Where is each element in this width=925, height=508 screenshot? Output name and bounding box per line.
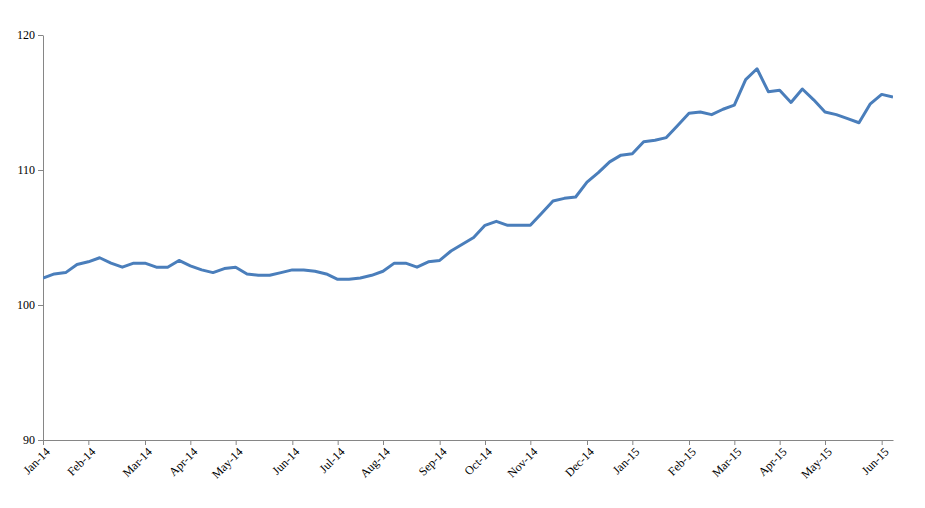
y-tick-mark [38,305,43,306]
plot: 90 100 110 120 Jan-14 Feb-14 Mar-14 Apr-14 May-1… [17,28,894,481]
x-tick-mark [485,440,486,445]
x-tick: Jan-15 [610,440,643,477]
x-tick-mark [825,440,826,445]
x-tick-label: Jun-14 [269,445,302,478]
x-tick-mark [43,440,44,445]
chart: 90 100 110 120 Jan-14 Feb-14 Mar-14 Apr-14 May-1… [0,0,925,508]
series-line [43,69,893,280]
x-tick-mark [145,440,146,445]
x-tick: Jul-14 [317,440,348,476]
x-tick-label: Apr-14 [166,445,200,479]
x-tick: Jun-14 [269,440,302,478]
x-tick-label: Feb-15 [665,445,699,479]
y-tick: 100 [17,298,43,312]
x-tick-mark [689,440,690,445]
x-tick: May-15 [798,440,835,481]
x-tick-mark [292,440,293,445]
y-tick-label: 120 [17,28,35,42]
x-axis-line [44,440,894,441]
x-tick-label: Dec-14 [562,445,597,480]
x-tick-label: Feb-14 [64,445,98,479]
x-tick: Apr-14 [166,440,200,479]
x-tick-mark [88,440,89,445]
x-tick-mark [632,440,633,445]
x-tick: Jan-14 [20,440,53,477]
x-tick: Sep-14 [416,440,450,479]
y-tick-label: 100 [17,298,35,312]
x-tick: Feb-15 [665,440,699,479]
x-tick-label: Mar-15 [709,445,744,480]
x-tick: Apr-15 [755,440,789,479]
x-tick: Dec-14 [562,440,597,480]
x-tick-mark [587,440,588,445]
x-tick-mark [190,440,191,445]
y-tick-mark [38,440,43,441]
y-tick-label: 110 [17,163,35,177]
x-axis: Jan-14 Feb-14 Mar-14 Apr-14 May-14 Jun-14 Jul-… [20,440,893,481]
x-tick-label: Jan-14 [20,445,53,478]
x-tick: Mar-15 [709,440,744,480]
series [43,69,893,280]
y-axis: 90 100 110 120 [17,28,44,447]
x-tick-mark [734,440,735,445]
x-tick-label: May-15 [798,445,835,482]
x-tick-mark [530,440,531,445]
x-tick-mark [780,440,781,445]
y-tick-mark [38,170,43,171]
x-tick-label: Mar-14 [120,445,155,480]
x-tick-mark [440,440,441,445]
y-tick: 120 [17,28,43,42]
x-tick-label: Oct-14 [462,445,495,478]
x-tick-mark [383,440,384,445]
x-tick-label: Jan-15 [610,445,643,478]
x-tick: Mar-14 [120,440,155,480]
x-tick-mark [882,440,883,445]
x-tick-label: Nov-14 [504,445,540,481]
x-tick-label: Sep-14 [416,445,450,479]
x-tick-label: Aug-14 [357,445,393,481]
x-tick: Aug-14 [357,440,393,480]
y-tick-label: 90 [23,433,35,447]
x-tick: Nov-14 [504,440,540,480]
y-tick: 90 [23,433,43,447]
y-tick-mark [38,35,43,36]
y-tick: 110 [17,163,43,177]
x-tick-mark [338,440,339,445]
x-tick: Feb-14 [64,440,98,479]
x-tick-mark [236,440,237,445]
x-tick-label: May-14 [209,445,246,482]
x-tick: May-14 [209,440,246,481]
x-tick-label: Jun-15 [859,445,892,478]
x-tick: Jun-15 [859,440,892,478]
x-tick-label: Jul-14 [317,445,348,476]
x-tick-label: Apr-15 [755,445,789,479]
x-tick: Oct-14 [462,440,495,478]
y-axis-line [43,36,44,441]
